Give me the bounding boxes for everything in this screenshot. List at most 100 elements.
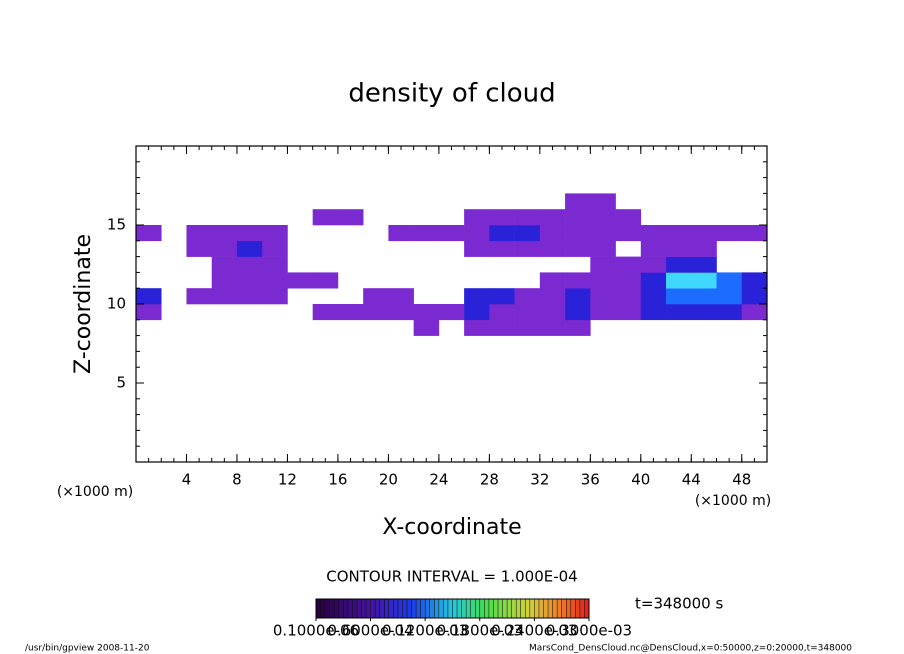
colorbar-stripe xyxy=(525,599,530,618)
colorbar-stripe xyxy=(466,599,471,618)
density-cell xyxy=(413,319,440,336)
x-tick-label: 20 xyxy=(379,471,398,489)
x-tick-label: 8 xyxy=(232,471,242,489)
colorbar-stripe xyxy=(584,599,589,618)
y-tick-label: 10 xyxy=(107,295,126,313)
colorbar-stripe xyxy=(566,599,571,618)
colorbar-stripe xyxy=(475,599,480,618)
density-cell xyxy=(716,288,743,305)
density-cell xyxy=(489,319,515,336)
colorbar-stripe xyxy=(548,599,553,618)
contour-interval: CONTOUR INTERVAL = 1.000E-04 xyxy=(326,568,577,586)
x-unit-right: (×1000 m) xyxy=(695,493,771,509)
density-cell xyxy=(615,256,642,273)
colorbar-stripe xyxy=(361,599,367,618)
density-cell xyxy=(337,209,364,226)
colorbar-stripe xyxy=(579,599,585,618)
colorbar-stripe xyxy=(343,599,348,618)
density-cell xyxy=(464,304,490,321)
density-cell xyxy=(691,288,717,305)
footer-right: MarsCond_DensCloud.nc@DensCloud,x=0:5000… xyxy=(529,644,852,654)
density-cell xyxy=(590,209,616,226)
colorbar-stripe xyxy=(366,599,371,618)
y-axis-label: Z-coordinate xyxy=(71,234,96,374)
density-cell xyxy=(136,288,162,305)
density-cell xyxy=(262,225,288,242)
footer-left: /usr/bin/gpview 2008-11-20 xyxy=(25,644,150,654)
density-cell xyxy=(565,193,591,210)
density-cell xyxy=(363,288,389,305)
colorbar-stripe xyxy=(334,599,339,618)
colorbar-stripe xyxy=(393,599,398,618)
density-cell xyxy=(211,256,238,273)
density-cell xyxy=(565,304,591,321)
density-cell xyxy=(666,225,692,242)
colorbar-stripe xyxy=(434,599,439,618)
colorbar-stripe xyxy=(561,599,567,618)
colorbar-tick-label: 0.3000e-03 xyxy=(546,622,632,640)
density-cell xyxy=(691,240,717,257)
colorbar-stripe xyxy=(429,599,435,618)
density-cell xyxy=(312,304,339,321)
density-cell xyxy=(565,209,591,226)
density-cell xyxy=(514,319,541,336)
density-cell xyxy=(211,288,238,305)
density-cell xyxy=(640,288,667,305)
colorbar-stripe xyxy=(479,599,485,618)
density-cell xyxy=(363,304,389,321)
density-cell xyxy=(666,256,692,273)
colorbar-stripe xyxy=(575,599,580,618)
density-cell xyxy=(741,288,768,305)
density-cell xyxy=(565,240,591,257)
x-tick-label: 40 xyxy=(631,471,650,489)
colorbar-tick-label: 0.6000e-04 xyxy=(327,622,413,640)
colorbar-stripe xyxy=(452,599,458,618)
density-cell xyxy=(539,288,566,305)
colorbar-tick-label: 0.1800e-03 xyxy=(437,622,523,640)
colorbar-stripe xyxy=(488,599,494,618)
x-tick-label: 48 xyxy=(732,471,751,489)
colorbar-stripe xyxy=(507,599,512,618)
density-cell xyxy=(514,240,541,257)
x-unit-left: (×1000 m) xyxy=(57,484,133,500)
colorbar-stripe xyxy=(388,599,394,618)
density-cell xyxy=(514,288,541,305)
density-cell xyxy=(691,256,717,273)
colorbar-stripe xyxy=(329,599,335,618)
colorbar-stripe xyxy=(557,599,562,618)
density-cell xyxy=(388,288,414,305)
density-cell xyxy=(691,272,717,289)
density-cell xyxy=(413,304,440,321)
density-cell xyxy=(666,240,692,257)
colorbar-stripe xyxy=(375,599,380,618)
density-cell xyxy=(741,225,768,242)
density-cell xyxy=(489,304,515,321)
density-cell xyxy=(539,225,566,242)
density-cell xyxy=(337,304,364,321)
density-cell xyxy=(716,304,743,321)
density-cell xyxy=(640,240,667,257)
density-cell xyxy=(565,319,591,336)
density-cell xyxy=(514,225,541,242)
colorbar-stripe xyxy=(347,599,353,618)
density-cell xyxy=(615,304,642,321)
colorbar-stripe xyxy=(447,599,453,618)
x-tick-label: 4 xyxy=(182,471,192,489)
density-cell xyxy=(615,225,642,242)
density-cell xyxy=(262,272,288,289)
density-cell xyxy=(388,304,414,321)
density-cell xyxy=(565,288,591,305)
time-label: t=348000 s xyxy=(635,595,723,613)
density-cell xyxy=(741,272,768,289)
density-cell xyxy=(640,225,667,242)
colorbar-stripe xyxy=(320,599,326,618)
density-cell xyxy=(716,225,743,242)
colorbar-stripe xyxy=(498,599,503,618)
density-cell xyxy=(211,240,238,257)
x-axis-label: X-coordinate xyxy=(382,515,521,540)
colorbar-stripe xyxy=(325,599,330,618)
density-cell xyxy=(186,288,213,305)
density-cell xyxy=(539,240,566,257)
